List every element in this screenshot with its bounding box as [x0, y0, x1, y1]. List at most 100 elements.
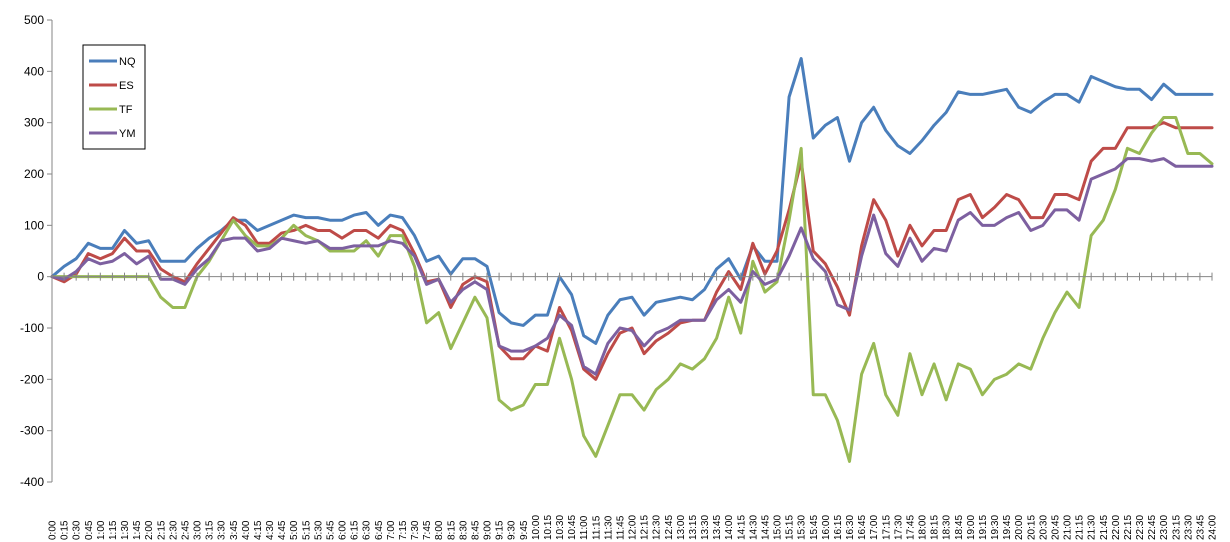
x-tick-label: 22:00	[1111, 515, 1122, 540]
x-tick-label: 21:45	[1099, 515, 1110, 540]
x-tick-label: 14:45	[760, 515, 771, 540]
x-tick-label: 18:00	[918, 515, 929, 540]
x-tick-label: 11:00	[579, 515, 590, 540]
y-tick-label: 100	[24, 218, 44, 232]
x-tick-label: 7:30	[410, 520, 421, 540]
x-tick-label: 18:15	[930, 515, 941, 540]
x-tick-label: 13:30	[700, 515, 711, 540]
legend-label-ym: YM	[119, 128, 136, 140]
series-line-ym	[50, 157, 1214, 376]
x-tick-label: 5:45	[325, 520, 336, 540]
x-tick-label: 2:45	[180, 520, 191, 540]
series-line-nq	[50, 57, 1214, 345]
y-tick-label: 500	[24, 13, 44, 27]
y-tick-label: 400	[24, 64, 44, 78]
x-tick-label: 12:45	[664, 515, 675, 540]
x-tick-label: 3:00	[193, 520, 204, 540]
x-tick-label: 21:30	[1087, 515, 1098, 540]
x-tick-label: 16:15	[833, 515, 844, 540]
x-tick-label: 15:00	[773, 515, 784, 540]
x-tick-label: 7:15	[398, 520, 409, 540]
x-tick-label: 13:15	[688, 515, 699, 540]
x-tick-label: 1:45	[132, 520, 143, 540]
series-layer	[50, 57, 1214, 463]
legend-label-es: ES	[119, 80, 134, 92]
x-tick-label: 3:30	[217, 520, 228, 540]
x-tick-label: 21:00	[1063, 515, 1074, 540]
x-tick-label: 11:15	[591, 515, 602, 540]
x-tick-label: 23:00	[1159, 515, 1170, 540]
x-tick-label: 16:00	[821, 515, 832, 540]
x-tick-label: 10:15	[543, 515, 554, 540]
x-tick-label: 1:15	[108, 520, 119, 540]
x-tick-label: 7:00	[386, 520, 397, 540]
x-tick-label: 20:30	[1038, 515, 1049, 540]
x-tick-label: 12:00	[628, 515, 639, 540]
x-tick-label: 17:15	[881, 515, 892, 540]
x-tick-label: 4:15	[253, 520, 264, 540]
x-tick-label: 5:00	[289, 520, 300, 540]
y-tick-label: -200	[20, 372, 44, 386]
y-tick-label: 200	[24, 167, 44, 181]
x-tick-label: 2:15	[156, 520, 167, 540]
x-tick-label: 14:30	[748, 515, 759, 540]
x-tick-label: 19:45	[1002, 515, 1013, 540]
x-tick-label: 14:15	[736, 515, 747, 540]
y-tick-label: -300	[20, 424, 44, 438]
x-tick-label: 9:00	[483, 520, 494, 540]
x-tick-label: 20:15	[1026, 515, 1037, 540]
x-tick-label: 7:45	[422, 520, 433, 540]
x-tick-label: 19:00	[966, 515, 977, 540]
x-tick-label: 9:45	[519, 520, 530, 540]
x-tick-label: 11:30	[603, 515, 614, 540]
x-tick-label: 0:00	[48, 520, 59, 540]
y-tick-label: 0	[37, 270, 44, 284]
x-tick-label: 5:15	[301, 520, 312, 540]
x-tick-label: 8:45	[470, 520, 481, 540]
x-tick-label: 23:30	[1183, 515, 1194, 540]
x-tick-label: 23:15	[1171, 515, 1182, 540]
x-tick-label: 8:00	[434, 520, 445, 540]
x-tick-label: 18:30	[942, 515, 953, 540]
x-tick-label: 13:45	[712, 515, 723, 540]
x-tick-label: 6:45	[374, 520, 385, 540]
x-tick-label: 17:00	[869, 515, 880, 540]
x-tick-label: 2:30	[168, 520, 179, 540]
x-tick-label: 20:45	[1050, 515, 1061, 540]
x-tick-label: 10:00	[531, 515, 542, 540]
x-tick-label: 2:00	[144, 520, 155, 540]
x-tick-label: 21:15	[1075, 515, 1086, 540]
x-tick-label: 10:45	[567, 515, 578, 540]
x-tick-label: 9:15	[495, 520, 506, 540]
legend-label-nq: NQ	[119, 56, 136, 68]
x-tick-label: 22:30	[1135, 515, 1146, 540]
x-tick-label: 18:45	[954, 515, 965, 540]
x-tick-label: 22:15	[1123, 515, 1134, 540]
x-tick-label: 8:30	[458, 520, 469, 540]
x-tick-label: 22:45	[1147, 515, 1158, 540]
series-line-es	[50, 121, 1214, 381]
axis-layer: -400 -300 -200 -100 0 100 200 300 400 500 0:00 0:15…	[20, 13, 1219, 540]
x-tick-label: 17:45	[905, 515, 916, 540]
x-tick-label: 5:30	[313, 520, 324, 540]
x-tick-label: 15:15	[785, 515, 796, 540]
series-line-tf	[50, 116, 1214, 463]
x-tick-label: 14:00	[724, 515, 735, 540]
x-tick-label: 19:30	[990, 515, 1001, 540]
x-tick-label: 12:15	[640, 515, 651, 540]
x-tick-label: 0:45	[84, 520, 95, 540]
x-tick-label: 6:30	[362, 520, 373, 540]
y-tick-label: -400	[20, 475, 44, 489]
x-tick-label: 8:15	[446, 520, 457, 540]
x-tick-label: 9:30	[507, 520, 518, 540]
x-tick-label: 24:00	[1208, 515, 1219, 540]
x-tick-label: 0:30	[72, 520, 83, 540]
x-tick-label: 11:45	[615, 515, 626, 540]
x-tick-label: 12:30	[652, 515, 663, 540]
x-tick-label: 13:00	[676, 515, 687, 540]
x-tick-label: 17:30	[893, 515, 904, 540]
x-tick-label: 15:45	[809, 515, 820, 540]
y-tick-label: -100	[20, 321, 44, 335]
x-tick-label: 3:15	[205, 520, 216, 540]
